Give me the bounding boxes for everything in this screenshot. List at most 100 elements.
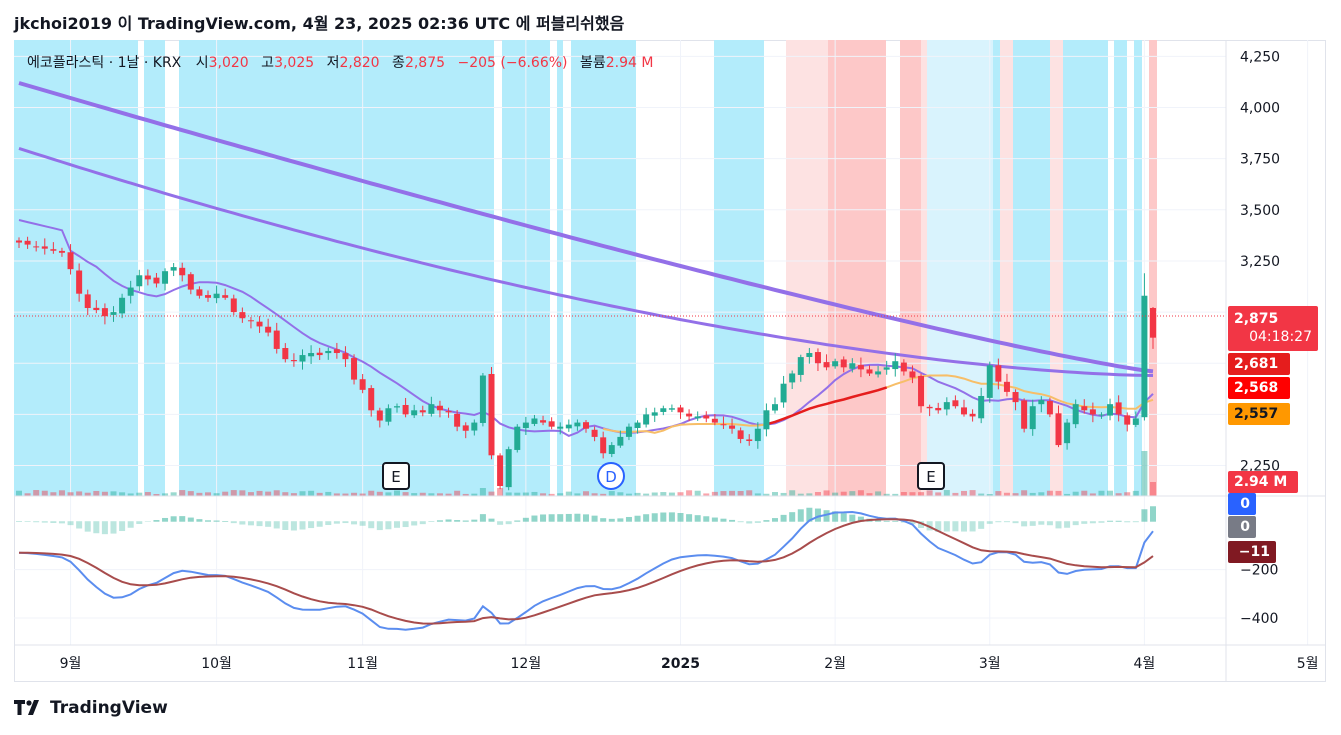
candle-body — [333, 349, 340, 354]
candle-body — [866, 369, 873, 374]
macd-hist-bar — [136, 521, 143, 524]
macd-hist-bar — [33, 521, 40, 523]
candle-body — [918, 375, 925, 407]
macd-hist-bar — [299, 521, 306, 530]
earnings-marker — [917, 462, 945, 490]
candle-body — [84, 294, 91, 309]
volume-bar — [583, 491, 589, 496]
volume-bar — [333, 493, 340, 496]
macd-hist-bar — [823, 510, 830, 522]
candle-body — [136, 275, 143, 287]
candle-body — [454, 413, 461, 427]
ma-tag-1: 2,681 — [1228, 353, 1290, 375]
volume-bar — [153, 493, 160, 496]
macd-hist-bar — [918, 521, 925, 528]
candle-body — [101, 308, 108, 317]
tradingview-logo[interactable]: TradingView — [14, 698, 168, 718]
volume-bar — [76, 491, 83, 496]
volume-bar — [814, 492, 821, 496]
macd-hist-bar — [540, 514, 547, 522]
candle-body — [522, 422, 529, 428]
high-label: 고 — [261, 55, 275, 71]
macd-hist-bar — [1124, 521, 1131, 523]
candle-body — [445, 411, 452, 413]
candle-body — [342, 353, 349, 360]
macd-hist-bar — [41, 521, 48, 523]
candle-body — [162, 271, 169, 284]
volume-bar — [531, 491, 538, 496]
candle-body — [488, 373, 495, 456]
macd-hist-bar — [711, 517, 718, 522]
volume-bar — [351, 492, 358, 496]
macd-hist-bar — [832, 511, 839, 522]
macd-hist-bar — [969, 521, 976, 532]
volume-bar — [591, 493, 598, 496]
volume-bar — [1003, 492, 1010, 496]
macd-hist-bar — [101, 521, 108, 535]
tradingview-icon — [14, 700, 39, 715]
candle-body — [222, 295, 229, 298]
event-marker-label: E — [926, 468, 935, 486]
volume-bar — [187, 491, 194, 496]
candle-body — [144, 275, 151, 280]
candle-body — [763, 410, 770, 430]
candle-body — [780, 383, 787, 403]
macd-hist-bar — [1012, 521, 1019, 524]
macd-hist-bar — [256, 521, 263, 527]
volume-bar — [840, 491, 847, 496]
candle-body — [505, 449, 512, 488]
candle-body — [643, 414, 650, 425]
volume-bar — [548, 493, 555, 496]
macd-hist-bar — [1064, 521, 1071, 528]
volume-bar — [1132, 490, 1139, 496]
volume-bar — [50, 492, 57, 496]
macd-hist-bar — [239, 521, 246, 525]
background-band — [993, 40, 1000, 496]
candle-body — [823, 362, 830, 368]
macd-hist-bar — [213, 520, 220, 522]
candle-body — [385, 408, 392, 422]
macd-hist-bar — [479, 514, 486, 522]
candle-body — [986, 365, 993, 398]
candle-body — [308, 353, 315, 357]
macd-tick-label: −400 — [1240, 611, 1278, 627]
time-tick-label: 10월 — [201, 656, 232, 672]
macd-hist-bar — [402, 521, 409, 528]
volume-bar — [33, 490, 40, 496]
candle-body — [1098, 414, 1105, 416]
macd-hist-bar — [325, 521, 332, 526]
candle-body — [290, 360, 297, 362]
candle-body — [110, 312, 117, 315]
volume-bar — [342, 493, 349, 496]
volume-bar — [617, 492, 624, 496]
volume-tag: 2.94 M — [1228, 471, 1298, 493]
candle-body — [1046, 401, 1053, 415]
background-band — [900, 40, 921, 496]
candle-body — [1124, 415, 1131, 425]
background-band — [1114, 40, 1127, 496]
candle-body — [1021, 400, 1028, 429]
macd-hist-bar — [806, 507, 813, 522]
volume-bar — [359, 493, 366, 496]
volume-bar — [247, 492, 254, 496]
volume-bar — [179, 490, 186, 496]
time-tick-label: 5월 — [1297, 656, 1319, 672]
candle-body — [789, 373, 796, 383]
candle-body — [67, 252, 74, 270]
macd-hist-bar — [247, 521, 254, 526]
macd-signal-line — [18, 518, 1154, 625]
earnings-marker — [382, 462, 410, 490]
candle-body — [625, 426, 632, 437]
candle-body — [995, 365, 1002, 382]
volume-bar — [883, 493, 890, 496]
macd-hist-bar — [127, 521, 134, 528]
volume-bar — [651, 492, 658, 496]
candle-body — [677, 407, 684, 413]
candle-body — [471, 422, 478, 431]
candle-body — [1012, 392, 1019, 403]
macd-hist-bar — [952, 521, 959, 532]
moving-average-lines — [18, 81, 1154, 631]
macd-line — [18, 510, 1154, 631]
symbol-name[interactable]: 에코플라스틱 · 1날 · KRX — [27, 55, 182, 71]
